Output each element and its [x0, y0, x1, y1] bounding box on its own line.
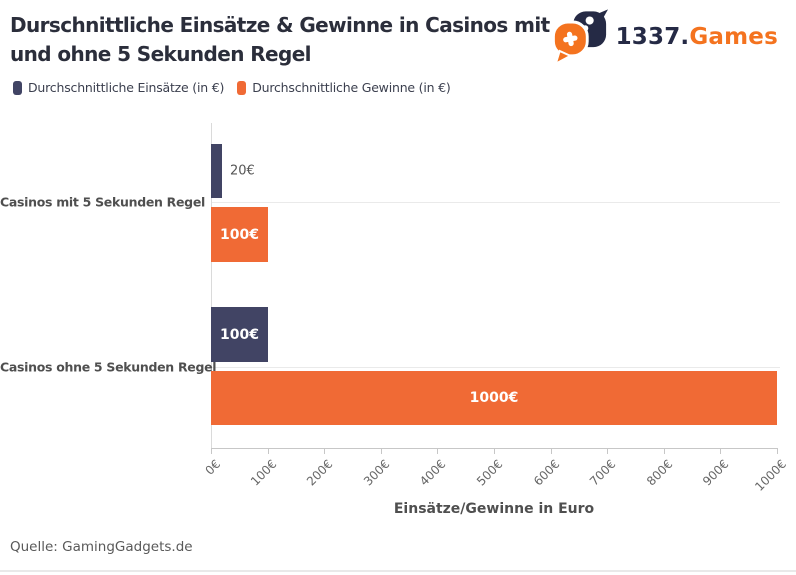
- x-axis-line: [211, 448, 778, 449]
- x-axis-tick-label: 0€: [202, 457, 223, 478]
- x-axis-tick-mark: [664, 449, 665, 454]
- chart-legend: Durchschnittliche Einsätze (in €) Durchs…: [13, 80, 451, 95]
- x-axis-title: Einsätze/Gewinne in Euro: [393, 501, 595, 517]
- x-axis-tick-label: 700€: [587, 457, 619, 489]
- category-label-ohne-regel: Casinos ohne 5 Sekunden Regel: [0, 359, 217, 375]
- legend-label-einsaetze: Durchschnittliche Einsätze (in €): [28, 80, 225, 95]
- x-axis-tick-label: 900€: [700, 457, 732, 489]
- bottom-divider: [0, 570, 796, 572]
- bar-gewinne-mit-regel: 100€: [211, 207, 268, 262]
- chart-title-line-2: und ohne 5 Sekunden Regel: [10, 42, 312, 66]
- x-axis-tick-mark: [437, 449, 438, 454]
- x-axis-tick-mark: [551, 449, 552, 454]
- x-axis-tick-label: 800€: [644, 457, 676, 489]
- legend-item-gewinne: Durchschnittliche Gewinne (in €): [237, 80, 451, 95]
- x-axis-tick-label: 200€: [304, 457, 336, 489]
- category-label-mit-regel: Casinos mit 5 Sekunden Regel: [0, 194, 205, 210]
- source-note: Quelle: GamingGadgets.de: [10, 539, 193, 555]
- gamepad-chat-bubbles-icon: [551, 8, 609, 65]
- gridline-category-1: [211, 202, 780, 203]
- x-axis-tick-mark: [268, 449, 269, 454]
- chart-title: Durschnittliche Einsätze & Gewinne in Ca…: [10, 11, 550, 69]
- brand-wordmark-dark: 1337.: [615, 23, 690, 50]
- chart-title-line-1: Durschnittliche Einsätze & Gewinne in Ca…: [10, 13, 550, 37]
- legend-swatch-gewinne: [237, 80, 247, 95]
- x-axis-tick-mark: [720, 449, 721, 454]
- legend-swatch-einsaetze: [13, 80, 22, 95]
- x-axis-tick-mark: [381, 449, 382, 454]
- x-axis-tick-label: 1000€: [751, 457, 789, 494]
- x-axis-tick-mark: [777, 449, 778, 454]
- bar-value-label-outside: 20€: [230, 163, 255, 179]
- x-axis-tick-label: 500€: [474, 457, 506, 489]
- bar-gewinne-ohne-regel: 1000€: [211, 371, 777, 425]
- brand-wordmark-accent: Games: [689, 23, 778, 50]
- bar-value-label: 100€: [220, 326, 259, 343]
- x-axis-tick-label: 300€: [361, 457, 393, 489]
- gridline-category-2: [211, 367, 780, 368]
- x-axis-tick-label: 100€: [248, 457, 280, 489]
- brand-logo[interactable]: 1337.Games: [551, 8, 778, 65]
- x-axis-tick-label: 600€: [531, 457, 563, 489]
- brand-wordmark: 1337.Games: [616, 24, 778, 50]
- x-axis-tick-mark: [494, 449, 495, 454]
- legend-item-einsaetze: Durchschnittliche Einsätze (in €): [13, 80, 224, 95]
- x-axis-tick-label: 400€: [417, 457, 449, 489]
- bar-einsaetze-ohne-regel: 100€: [211, 307, 268, 362]
- bar-einsaetze-mit-regel: [211, 144, 222, 198]
- bar-value-label: 100€: [220, 226, 259, 243]
- x-axis-tick-mark: [607, 449, 608, 454]
- x-axis-tick-mark: [324, 449, 325, 454]
- bar-value-label: 1000€: [469, 390, 519, 406]
- y-axis-line: [211, 123, 212, 449]
- legend-label-gewinne: Durchschnittliche Gewinne (in €): [252, 80, 451, 95]
- x-axis-tick-mark: [211, 449, 212, 454]
